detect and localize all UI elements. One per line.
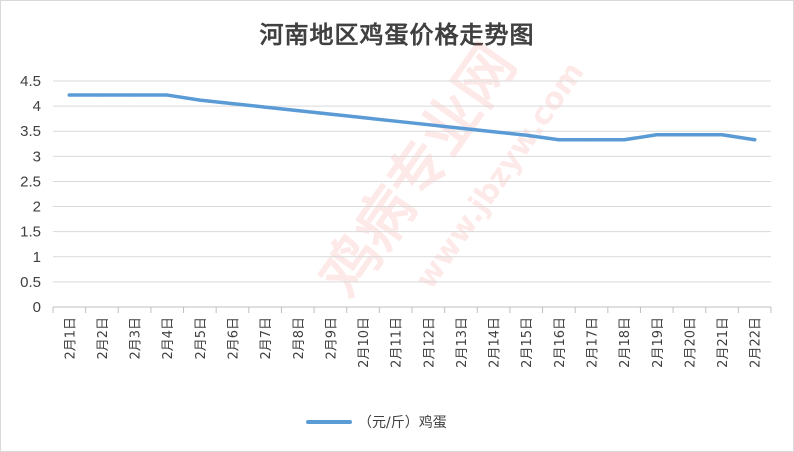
x-tick-label: 2月18日 — [618, 317, 633, 368]
data-point — [459, 126, 463, 130]
y-tick-label: 0 — [33, 299, 41, 316]
data-point — [296, 109, 300, 113]
x-tick-label: 2月5日 — [194, 317, 209, 360]
data-point — [328, 112, 333, 116]
x-tick-label: 2月7日 — [259, 317, 274, 360]
data-point — [198, 98, 202, 102]
y-tick-label: 3.5 — [20, 123, 41, 140]
x-tick-label: 2月16日 — [553, 317, 568, 368]
x-tick-label: 2月9日 — [324, 317, 339, 360]
x-tick-label: 2月14日 — [488, 317, 503, 368]
data-point — [557, 138, 561, 142]
x-tick-label: 2月12日 — [422, 317, 437, 368]
x-tick-label: 2月21日 — [716, 317, 731, 368]
x-tick-label: 2月3日 — [129, 317, 144, 360]
data-point — [361, 116, 365, 120]
y-tick-label: 3 — [33, 148, 41, 165]
y-axis-ticks: 0 0.5 1 1.5 2 2.5 3 3.5 4 4.5 — [20, 73, 41, 316]
data-point — [720, 133, 724, 137]
x-tick-label: 2月15日 — [520, 317, 535, 368]
y-tick-label: 4 — [33, 98, 41, 115]
y-tick-label: 1 — [33, 249, 41, 266]
x-tick-label: 2月22日 — [749, 317, 764, 368]
watermark: 鸡病专业网 www.jbzyw.com — [307, 32, 592, 309]
data-point — [524, 133, 528, 137]
x-tick-label: 2月19日 — [651, 317, 666, 368]
chart-title: 河南地区鸡蛋价格走势图 — [259, 21, 535, 49]
x-tick-label: 2月17日 — [586, 317, 601, 368]
data-point — [165, 93, 169, 97]
y-tick-label: 1.5 — [20, 224, 41, 241]
x-tick-label: 2月1日 — [63, 317, 78, 360]
data-point — [426, 123, 430, 127]
y-tick-label: 4.5 — [20, 73, 41, 90]
data-point — [394, 119, 398, 123]
series-line — [67, 93, 757, 142]
x-tick-label: 2月13日 — [455, 317, 470, 368]
y-tick-label: 2 — [33, 199, 41, 216]
y-tick-label: 0.5 — [20, 274, 41, 291]
data-point — [589, 138, 594, 142]
x-tick-label: 2月20日 — [683, 317, 698, 368]
data-point — [67, 93, 71, 97]
legend-label: （元/斤）鸡蛋 — [358, 414, 447, 431]
gridlines — [53, 80, 771, 308]
data-point — [263, 105, 267, 109]
legend: （元/斤）鸡蛋 — [306, 414, 447, 431]
data-point — [622, 138, 626, 142]
x-tick-label: 2月6日 — [227, 317, 242, 360]
x-tick-label: 2月11日 — [390, 317, 405, 368]
data-point — [132, 93, 137, 97]
series-group — [67, 93, 757, 142]
y-tick-label: 2.5 — [20, 173, 41, 190]
data-point — [100, 93, 104, 97]
data-point — [230, 102, 235, 106]
x-tick-label: 2月10日 — [357, 317, 372, 368]
data-point — [491, 130, 496, 134]
x-tick-label: 2月2日 — [96, 317, 111, 360]
x-axis: 2月1日 2月2日 2月3日 2月4日 2月5日 2月6日 2月7日 2月8日 2月9日 2月10… — [52, 307, 772, 368]
x-tick-label: 2月4日 — [161, 317, 176, 360]
data-point — [753, 138, 757, 142]
x-tick-label: 2月8日 — [292, 317, 307, 360]
data-point — [687, 133, 692, 137]
data-point — [655, 133, 659, 137]
